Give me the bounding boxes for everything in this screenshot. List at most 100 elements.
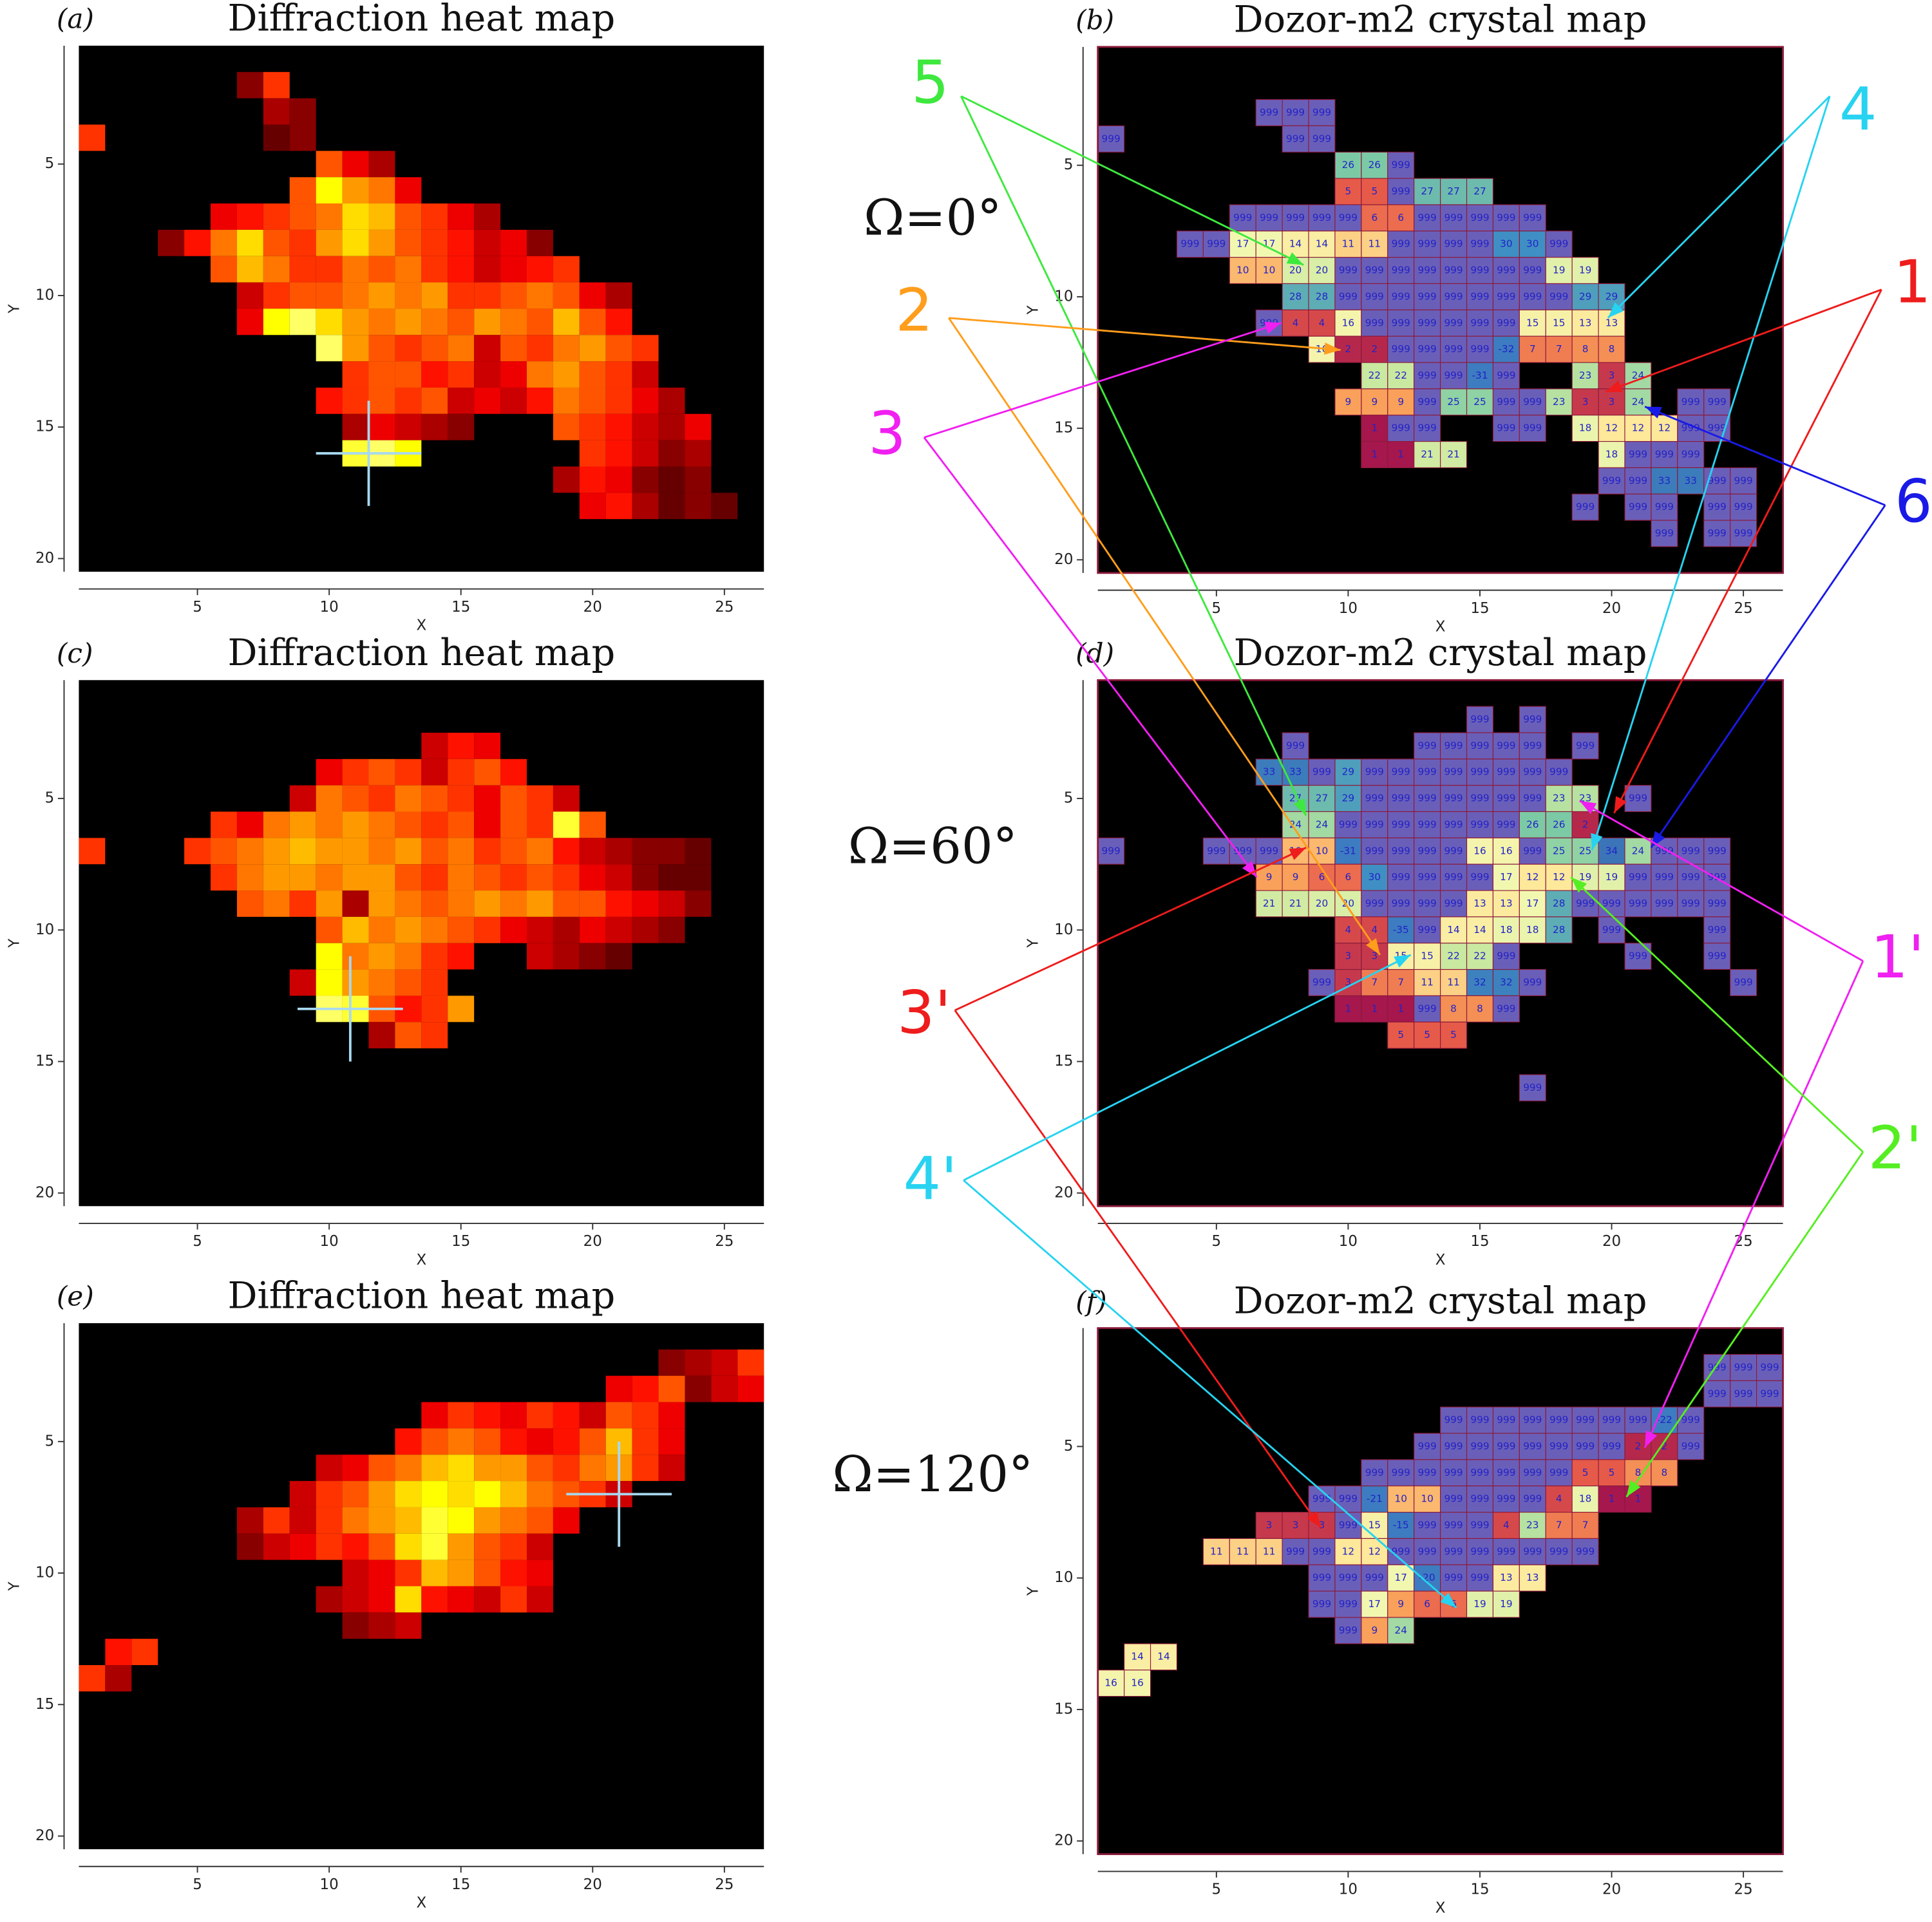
heat-cell [526,1586,553,1613]
heat-cell [474,864,501,891]
arrow-head [1264,321,1282,334]
cell-label: 8 [1635,1467,1642,1478]
crystal-cell [1308,283,1336,310]
heat-cell [500,1428,527,1455]
y-tick-label: 15 [35,419,54,435]
crystal-cell [1334,257,1362,285]
cell-label: 30 [1526,238,1539,250]
crystal-cell [1703,520,1731,547]
panel-title: Dozor-m2 crystal map [1234,0,1647,41]
heat-cell [685,466,712,493]
heat-cell [579,466,606,493]
cell-label: 999 [1734,1361,1753,1373]
heat-cell [421,811,448,838]
angle-label: Ω=0° [864,190,1002,247]
heat-cell [316,1533,343,1560]
heat-cell [553,1507,580,1534]
crystal-cell [1440,916,1468,944]
crystal-cell [1361,309,1388,337]
heat-cell [448,229,475,256]
heat-cell [500,282,527,309]
cell-label: 6 [1319,871,1325,883]
arrow-head [1626,1480,1641,1497]
crystal-cell [1097,837,1125,865]
arrow-head [1394,954,1411,968]
cell-label: 999 [1312,766,1331,778]
cell-label: 999 [1286,212,1305,223]
heat-cell [579,1455,606,1482]
heat-cell [368,916,395,943]
heat-cell [605,335,632,362]
heat-cell [500,838,527,865]
cell-label: 6 [1371,212,1378,223]
heat-cell [421,256,448,283]
heat-cell [395,177,422,204]
heat-cell [316,203,343,230]
cell-label: 14 [1447,924,1459,936]
cell-label: 26 [1526,818,1539,830]
annotation-arrow [1579,800,1864,962]
heat-cell [395,335,422,362]
cell-label: 1 [1345,1003,1352,1014]
cell-label: 999 [1523,422,1542,434]
heat-cell [395,943,422,970]
cell-label: 5 [1450,1029,1457,1041]
crystal-cell [1361,758,1388,786]
crystal-cell [1282,99,1309,126]
plot-border [1097,46,1784,574]
annotation-arrow [960,95,1304,266]
heat-cell [263,98,290,125]
heat-cell [395,758,422,786]
heat-cell [368,335,395,362]
heat-cell [368,1586,395,1613]
heat-cell [105,1639,132,1666]
heat-cell [79,1665,106,1691]
heat-cell [474,732,501,759]
heat-cell [526,1507,553,1534]
heat-cell [342,229,369,256]
heat-cell [474,1481,501,1507]
cell-label: 33 [1658,475,1671,486]
x-tick-label: 5 [193,1233,202,1250]
crystal-cell [1282,863,1309,891]
heat-cell [553,943,580,970]
heat-cell [658,387,685,414]
heat-cell [526,916,553,943]
cell-label: 4 [1556,1493,1562,1505]
cell-label: 999 [1418,818,1437,830]
annotation-arrow [963,1179,1457,1609]
heat-cell [368,308,395,335]
crystal-cell [1545,758,1573,786]
crystal-cell [1387,811,1415,838]
cell-label: 999 [1365,793,1384,804]
heat-cell [368,1022,395,1049]
arrow-head [1440,1592,1457,1608]
crystal-cell [1492,785,1520,813]
heat-cell [448,864,475,891]
cell-label: 999 [1549,1414,1568,1426]
cell-label: 12 [1368,1545,1381,1557]
annotation-arrow [1650,504,1886,849]
crystal-cell [1492,1485,1520,1513]
heat-cell [342,1455,369,1482]
heat-cell [342,758,369,786]
arrow-head [1579,800,1597,815]
cell-label: 5 [1397,1029,1404,1041]
heat-cell [316,1481,343,1507]
cell-label: 7 [1530,343,1536,355]
heat-cell [316,838,343,865]
crystal-cell [1414,415,1441,442]
cell-label: 999 [1629,871,1647,883]
panel: (a) Diffraction heat map 5 10 15 20 25 5 10 15 20 X… [6,0,764,634]
crystal-cell [1414,863,1441,891]
arrow-head [1645,406,1662,419]
crystal-cell [1334,178,1362,205]
heat-cell [526,361,553,388]
crystal-cell [1229,257,1256,285]
y-tick-label: 5 [45,155,55,172]
heat-cell [421,308,448,335]
annotation-label: 3 [868,399,905,468]
heat-cell [395,969,422,996]
crystal-cell [1571,1459,1599,1487]
cell-label: 999 [1523,396,1542,408]
